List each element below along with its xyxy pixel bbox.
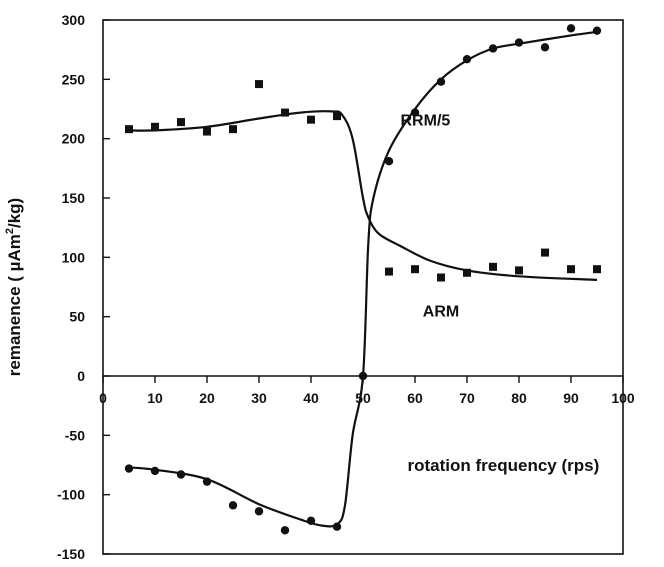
arm-point bbox=[203, 127, 211, 136]
rrm-5-point bbox=[384, 157, 394, 166]
x-tick-label: 80 bbox=[511, 390, 527, 406]
x-axis-zero-line: 0 10 20 30 40 50 60 70 80 90 100 bbox=[99, 375, 635, 406]
x-tick-label: 60 bbox=[407, 390, 423, 406]
rrm-5-point bbox=[202, 477, 212, 486]
arm-point bbox=[463, 268, 471, 277]
y-axis-label-superscript: 2 bbox=[4, 228, 16, 234]
x-tick-label: 40 bbox=[303, 390, 319, 406]
rrm-5-point bbox=[280, 526, 290, 535]
rrm-5-point bbox=[124, 464, 134, 473]
arm-point bbox=[255, 80, 263, 89]
y-tick-label: 100 bbox=[62, 249, 86, 265]
y-tick-label: 200 bbox=[62, 131, 86, 147]
rrm-5-point bbox=[592, 26, 602, 35]
y-tick-label: 250 bbox=[62, 71, 86, 87]
series-label: ARM bbox=[423, 304, 459, 321]
x-axis-label: rotation frequency (rps) bbox=[408, 456, 600, 475]
y-axis-label-unit: /kg) bbox=[5, 198, 24, 228]
arm-point bbox=[567, 265, 575, 274]
x-tick-label: 70 bbox=[459, 390, 475, 406]
arm-point bbox=[151, 122, 159, 131]
y-axis-label: remanence ( µAm2/kg) bbox=[4, 198, 24, 376]
arm-point bbox=[411, 265, 419, 274]
y-tick-label: -50 bbox=[65, 427, 85, 443]
plot-frame bbox=[102, 19, 624, 555]
arm-point bbox=[489, 262, 497, 271]
rrm-5-point bbox=[488, 44, 498, 53]
y-tick-label: 0 bbox=[77, 368, 85, 384]
rrm-5-point bbox=[462, 54, 472, 64]
rrm-5-point bbox=[566, 24, 576, 33]
y-axis-ticks: -150 -100 -50 0 50 100 150 200 250 300 bbox=[57, 12, 110, 562]
arm-point bbox=[515, 266, 523, 275]
rrm-5-point bbox=[176, 470, 186, 479]
rrm-5-point bbox=[436, 77, 446, 86]
arm-point bbox=[333, 112, 341, 121]
arm-point bbox=[541, 248, 549, 257]
arm-point bbox=[385, 267, 393, 276]
data-points bbox=[124, 24, 602, 535]
arm-point bbox=[437, 273, 445, 282]
arm-point bbox=[229, 125, 237, 134]
x-tick-label: 0 bbox=[99, 390, 107, 406]
rrm-5-point bbox=[254, 507, 264, 516]
y-tick-label: 50 bbox=[69, 309, 85, 325]
series-label: RRM/5 bbox=[401, 113, 451, 130]
x-tick-label: 50 bbox=[355, 390, 371, 406]
rrm-5-point bbox=[358, 371, 368, 381]
x-tick-label: 30 bbox=[251, 390, 267, 406]
arm-point bbox=[177, 118, 185, 127]
x-tick-label: 90 bbox=[563, 390, 579, 406]
arm-point bbox=[125, 125, 133, 134]
arm-point bbox=[307, 115, 315, 124]
rrm-5-point bbox=[514, 38, 524, 47]
x-tick-label: 10 bbox=[147, 390, 163, 406]
arm-fit-line bbox=[128, 110, 598, 281]
fit-curves bbox=[128, 30, 598, 528]
y-tick-label: -100 bbox=[57, 487, 85, 503]
arm-point bbox=[593, 265, 601, 274]
annotations: RRM/5 ARM rotation frequency (rps) bbox=[401, 113, 600, 475]
rrm-5-point bbox=[150, 466, 160, 476]
x-tick-label: 100 bbox=[611, 390, 635, 406]
x-tick-label: 20 bbox=[199, 390, 215, 406]
rrm-5-point bbox=[228, 501, 238, 510]
rrm-5-fit-line bbox=[128, 30, 598, 528]
y-tick-label: -150 bbox=[57, 546, 85, 562]
rrm-5-point bbox=[332, 522, 342, 531]
arm-point bbox=[281, 108, 289, 117]
rrm-5-point bbox=[306, 516, 316, 525]
y-tick-label: 300 bbox=[62, 12, 86, 28]
rrm-5-point bbox=[410, 108, 420, 117]
y-axis-label-text: remanence ( µAm bbox=[5, 234, 24, 376]
rrm-5-point bbox=[540, 43, 550, 52]
y-tick-label: 150 bbox=[62, 190, 86, 206]
